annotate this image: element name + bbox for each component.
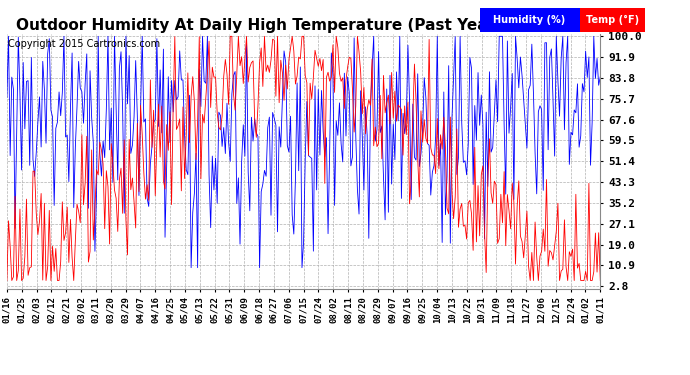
Title: Outdoor Humidity At Daily High Temperature (Past Year) 20150116: Outdoor Humidity At Daily High Temperatu… <box>16 18 591 33</box>
Text: Temp (°F): Temp (°F) <box>586 15 639 25</box>
Text: Humidity (%): Humidity (%) <box>493 15 566 25</box>
Text: Copyright 2015 Cartronics.com: Copyright 2015 Cartronics.com <box>8 39 160 50</box>
